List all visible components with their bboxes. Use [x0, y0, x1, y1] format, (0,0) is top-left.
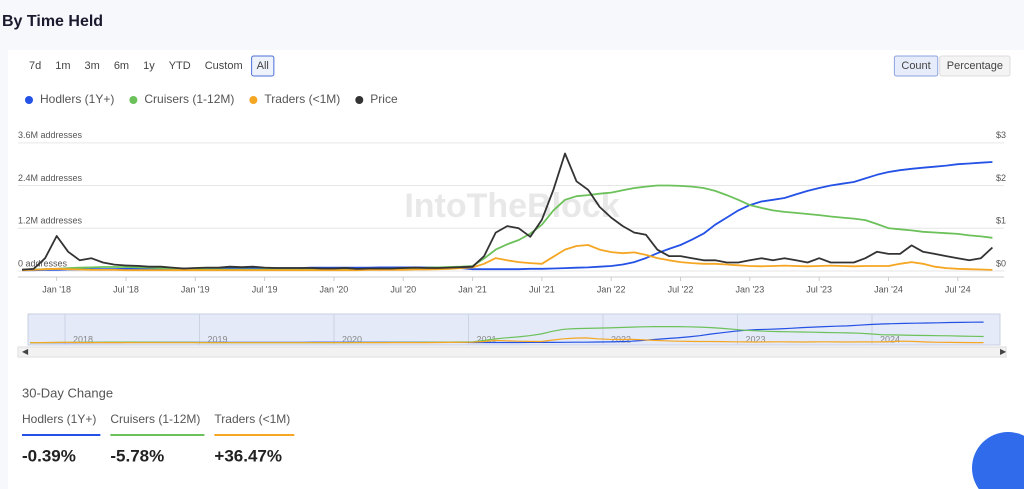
- chat-button[interactable]: [972, 432, 1024, 489]
- range-button-label[interactable]: Custom: [205, 60, 243, 72]
- legend-label[interactable]: Traders (<1M): [264, 92, 340, 106]
- mode-button[interactable]: [939, 55, 1011, 77]
- mode-button[interactable]: [893, 55, 939, 77]
- scrollbar[interactable]: [17, 346, 1007, 358]
- range-button[interactable]: [251, 55, 275, 77]
- change-name: Traders (<1M): [214, 412, 290, 426]
- navigator-window[interactable]: [27, 313, 1001, 346]
- x-tick-label: Jul '22: [668, 284, 694, 294]
- x-tick-label: Jul '24: [945, 284, 971, 294]
- change-value: +36.47%: [214, 446, 282, 465]
- x-tick-label: Jan '18: [42, 284, 71, 294]
- scroll-left[interactable]: ◀: [22, 347, 29, 356]
- navigator-line: [29, 337, 984, 344]
- mode-button-label[interactable]: Percentage: [947, 60, 1003, 72]
- x-tick-label: Jan '21: [458, 284, 487, 294]
- y2-tick-label: $3: [996, 130, 1006, 140]
- legend-label[interactable]: Price: [370, 92, 398, 106]
- navigator-label: 2018: [73, 334, 93, 344]
- range-button-label[interactable]: 3m: [85, 60, 100, 72]
- y2-tick-label: $0: [996, 258, 1006, 268]
- legend-marker[interactable]: [249, 96, 258, 104]
- x-tick-label: Jul '18: [113, 284, 139, 294]
- x-tick-label: Jan '20: [320, 284, 349, 294]
- range-button-label[interactable]: All: [257, 60, 269, 72]
- series-line: [21, 152, 994, 271]
- x-tick-label: Jul '23: [806, 284, 832, 294]
- scroll-right[interactable]: ▶: [1000, 347, 1007, 356]
- y2-tick-label: $2: [996, 173, 1006, 183]
- legend-marker[interactable]: [129, 96, 138, 104]
- x-tick-label: Jul '20: [390, 284, 416, 294]
- y-tick-label: 3.6M addresses: [18, 130, 83, 140]
- legend-label[interactable]: Cruisers (1-12M): [144, 92, 234, 106]
- y-tick-label: 0 addresses: [18, 258, 68, 268]
- watermark: IntoTheBlock: [404, 187, 619, 225]
- x-tick-label: Jan '24: [874, 284, 903, 294]
- y-tick-label: 2.4M addresses: [18, 173, 83, 183]
- navigator-label: 2023: [746, 334, 766, 344]
- navigator-label: 2020: [342, 334, 362, 344]
- mode-button-label[interactable]: Count: [901, 60, 930, 72]
- range-button-label[interactable]: 1y: [143, 60, 155, 72]
- navigator-label: 2019: [208, 334, 228, 344]
- change-value: -5.78%: [110, 446, 164, 465]
- range-button-label[interactable]: 6m: [114, 60, 129, 72]
- y-tick-label: 1.2M addresses: [18, 216, 83, 226]
- legend-marker[interactable]: [355, 96, 364, 104]
- change-name: Cruisers (1-12M): [110, 412, 200, 426]
- x-tick-label: Jan '19: [181, 284, 210, 294]
- legend-marker[interactable]: [25, 96, 33, 104]
- navigator-label: 2021: [477, 334, 497, 344]
- x-tick-label: Jul '19: [252, 284, 278, 294]
- series-line: [21, 244, 993, 272]
- range-button-label[interactable]: YTD: [169, 60, 191, 72]
- x-tick-label: Jan '22: [597, 284, 626, 294]
- change-value: -0.39%: [22, 446, 76, 465]
- x-tick-label: Jul '21: [529, 284, 555, 294]
- change-name: Hodlers (1Y+): [22, 412, 96, 426]
- change-title: 30-Day Change: [22, 385, 113, 400]
- legend-label[interactable]: Hodlers (1Y+): [40, 92, 114, 106]
- range-button-label[interactable]: 7d: [29, 60, 41, 72]
- page-title: By Time Held: [2, 13, 103, 30]
- navigator-label: 2024: [880, 334, 900, 344]
- x-tick-label: Jan '23: [735, 284, 764, 294]
- y2-tick-label: $1: [996, 216, 1006, 226]
- range-button-label[interactable]: 1m: [55, 60, 70, 72]
